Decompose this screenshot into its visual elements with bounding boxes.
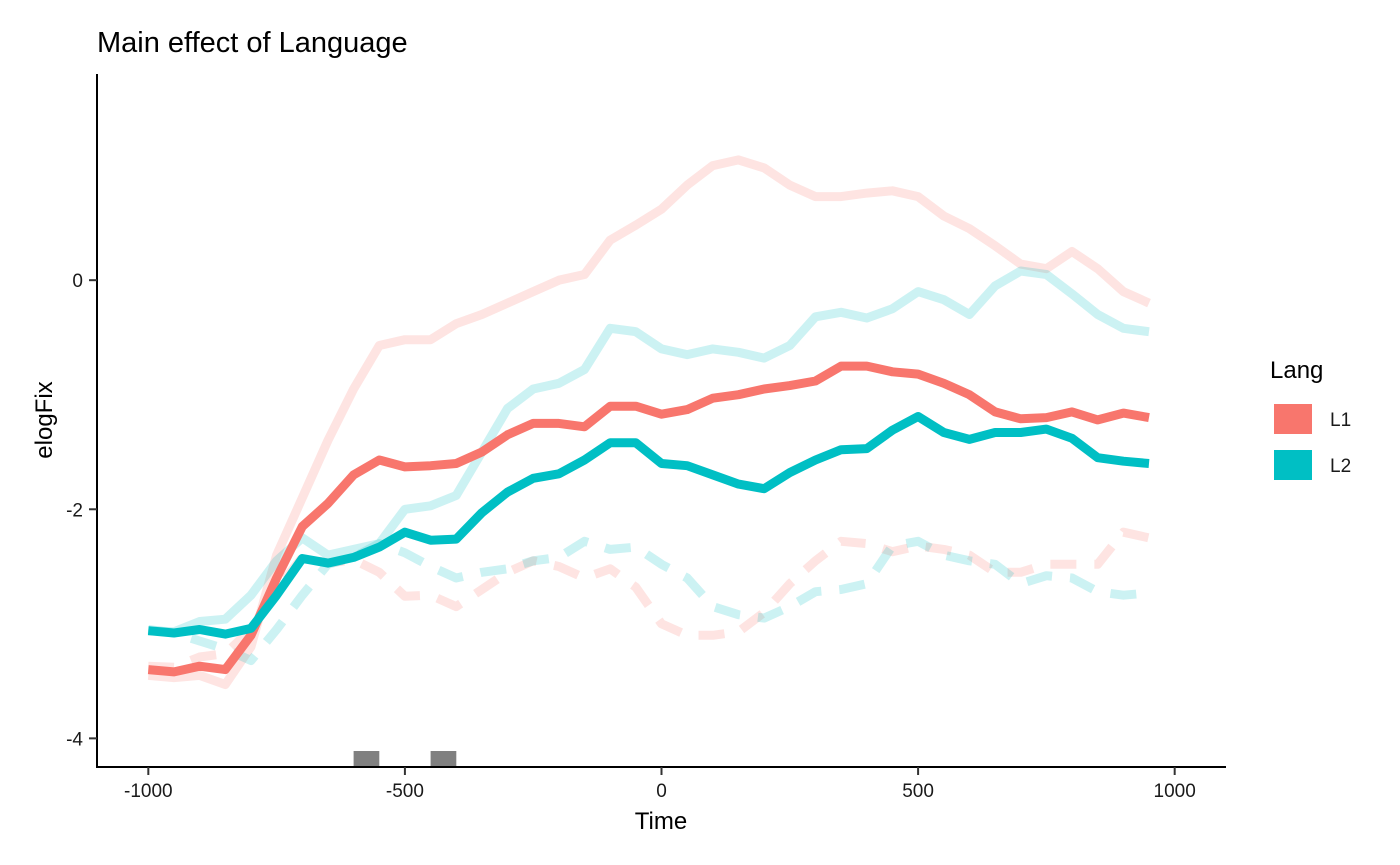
significance-bar-1 [353, 751, 380, 767]
x-tick-label: 1000 [1154, 781, 1196, 802]
series-line-l2-upper [148, 266, 1150, 637]
legend-label-l1: L1 [1330, 410, 1351, 431]
legend: Lang L1 L2 [1270, 357, 1351, 480]
x-tick-label: -500 [386, 781, 424, 802]
y-tick-label: -2 [66, 500, 83, 521]
y-axis-ticks: -4 -2 0 [66, 271, 97, 750]
confidence-bands [147, 155, 1151, 689]
main-series-lines [147, 361, 1150, 677]
significance-bars [353, 751, 457, 767]
series-line-l2-lower [147, 536, 1150, 665]
legend-label-l2: L2 [1330, 456, 1351, 477]
x-axis-title: Time [635, 808, 687, 835]
chart-title: Main effect of Language [97, 27, 408, 59]
x-tick-label: 0 [656, 781, 667, 802]
series-line-l1-lower [148, 527, 1150, 672]
series-line-l1-main [147, 361, 1150, 677]
legend-title: Lang [1270, 357, 1323, 384]
series-line-l2-main [147, 412, 1150, 639]
x-tick-label: -1000 [124, 781, 173, 802]
legend-swatch-l1 [1274, 404, 1312, 434]
y-tick-label: 0 [72, 271, 83, 292]
series-line-l1-upper [147, 155, 1151, 689]
x-axis-ticks: -1000 -500 0 500 1000 [124, 767, 1196, 802]
legend-swatch-l2 [1274, 450, 1312, 480]
x-tick-label: 500 [902, 781, 934, 802]
y-axis-title: elogFix [31, 381, 58, 458]
significance-bar-2 [430, 751, 457, 767]
y-tick-label: -4 [66, 729, 83, 750]
